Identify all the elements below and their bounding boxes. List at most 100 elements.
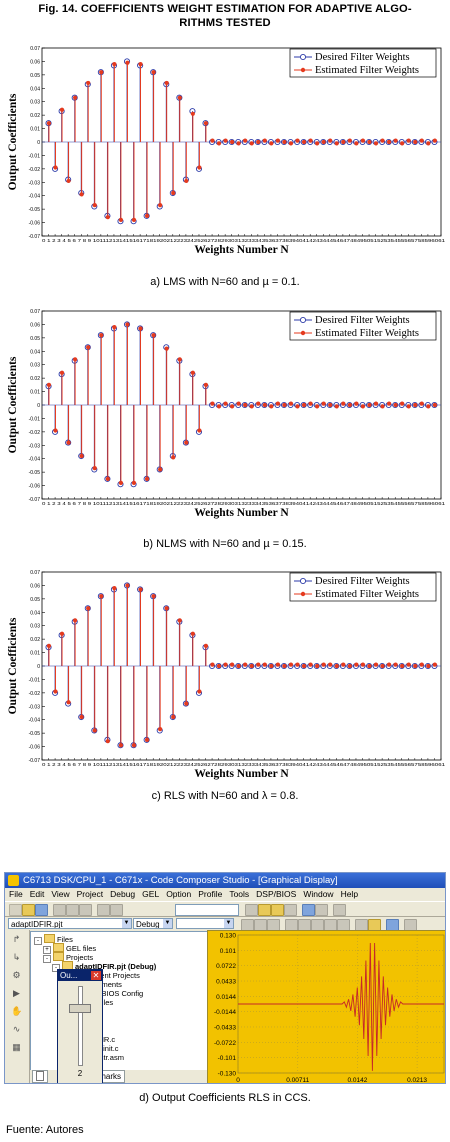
menu-item-project[interactable]: Project bbox=[76, 889, 104, 899]
find-icon[interactable] bbox=[245, 904, 258, 916]
bookmark-next-icon[interactable] bbox=[284, 904, 297, 916]
estimated-marker bbox=[308, 138, 313, 143]
arrow-icon[interactable]: ↳ bbox=[12, 952, 21, 962]
find-next-icon[interactable] bbox=[258, 904, 271, 916]
open-folder-icon[interactable] bbox=[22, 904, 35, 916]
tab-files[interactable] bbox=[32, 1070, 48, 1083]
estimated-marker bbox=[223, 401, 228, 406]
collapse-icon[interactable]: - bbox=[43, 955, 51, 963]
y-tick-label: 0.03 bbox=[30, 100, 40, 106]
menu-item-gel[interactable]: GEL bbox=[142, 889, 160, 899]
figure-title: Fig. 14. COEFFICIENTS WEIGHT ESTIMATION … bbox=[0, 2, 450, 30]
build-combo[interactable]: ▼ bbox=[176, 918, 234, 929]
desired-marker bbox=[254, 138, 261, 146]
tree-item[interactable]: - adaptIDFIR.pjt (Debug) bbox=[52, 961, 156, 972]
popup-titlebar[interactable]: Ou... ✕ bbox=[58, 970, 102, 981]
desired-marker bbox=[267, 662, 274, 670]
toolbar-more-icon[interactable] bbox=[333, 904, 346, 916]
redo-icon[interactable] bbox=[110, 904, 123, 916]
run-icon[interactable]: ▶ bbox=[13, 988, 20, 998]
menu-item-view[interactable]: View bbox=[51, 889, 70, 899]
menu-item-tools[interactable]: Tools bbox=[229, 889, 250, 899]
slider-thumb[interactable] bbox=[69, 1004, 91, 1013]
desired-marker bbox=[411, 138, 418, 146]
config-combo-value: Debug bbox=[136, 920, 160, 929]
tree-item[interactable]: + GEL files bbox=[43, 943, 96, 954]
estimated-marker bbox=[79, 192, 84, 197]
collapse-icon[interactable]: - bbox=[52, 964, 60, 972]
hand-icon[interactable]: ✋ bbox=[11, 1006, 23, 1016]
cut-icon[interactable] bbox=[53, 904, 66, 916]
graph-y-tick-label: -0.130 bbox=[218, 1071, 237, 1078]
estimated-marker bbox=[249, 141, 254, 146]
help-icon[interactable] bbox=[315, 904, 328, 916]
chevron-down-icon[interactable]: ▼ bbox=[163, 919, 172, 928]
popup-title: Ou... bbox=[60, 971, 78, 980]
tree-item-label: Files bbox=[57, 935, 73, 944]
legend-desired-marker bbox=[299, 53, 307, 61]
tree-item[interactable]: - Projects bbox=[43, 952, 93, 963]
new-file-icon[interactable] bbox=[9, 904, 22, 916]
figure-title-line2: RITHMS TESTED bbox=[179, 17, 271, 29]
y-tick-label: -0.06 bbox=[29, 221, 41, 227]
estimated-marker bbox=[308, 662, 313, 667]
estimated-marker bbox=[144, 476, 150, 481]
folder-icon bbox=[53, 952, 64, 961]
undo-icon[interactable] bbox=[97, 904, 110, 916]
chevron-down-icon[interactable]: ▼ bbox=[224, 919, 233, 928]
save-icon[interactable] bbox=[35, 904, 48, 916]
bookmark-icon[interactable] bbox=[271, 904, 284, 916]
desired-marker bbox=[365, 138, 373, 146]
close-icon[interactable]: ✕ bbox=[91, 971, 101, 980]
y-tick-label: 0 bbox=[37, 140, 40, 146]
expand-icon[interactable]: + bbox=[43, 946, 51, 954]
toggle-icon[interactable] bbox=[302, 904, 315, 916]
estimated-marker bbox=[413, 139, 418, 145]
paste-icon[interactable] bbox=[79, 904, 92, 916]
copy-icon[interactable] bbox=[66, 904, 79, 916]
estimated-marker bbox=[229, 139, 235, 145]
estimated-marker bbox=[288, 662, 294, 667]
y-tick-label: -0.04 bbox=[29, 457, 41, 463]
estimated-marker bbox=[158, 467, 163, 472]
y-axis-label: Output Coefficients bbox=[7, 617, 19, 714]
legend-box bbox=[289, 572, 437, 602]
collapse-icon[interactable]: - bbox=[34, 937, 42, 945]
y-tick-label: -0.06 bbox=[29, 484, 41, 490]
menu-item-edit[interactable]: Edit bbox=[29, 889, 45, 899]
estimated-marker bbox=[229, 404, 235, 409]
output-popup[interactable]: Ou... ✕ 2 bbox=[57, 969, 103, 1083]
menu-item-window[interactable]: Window bbox=[303, 889, 334, 899]
chip-icon[interactable]: ▦ bbox=[12, 1042, 21, 1052]
y-tick-label: 0 bbox=[37, 403, 40, 409]
config-combo[interactable]: Debug ▼ bbox=[133, 918, 173, 929]
estimated-marker bbox=[177, 357, 182, 362]
menu-item-help[interactable]: Help bbox=[340, 889, 359, 899]
slider-track[interactable] bbox=[78, 986, 83, 1066]
legend-estimated-marker bbox=[300, 591, 306, 597]
y-tick-label: -0.05 bbox=[29, 731, 41, 737]
menu-item-debug[interactable]: Debug bbox=[110, 889, 136, 899]
settings-icon[interactable]: ⚙ bbox=[12, 970, 21, 980]
tree-item[interactable]: - Files bbox=[34, 934, 73, 945]
arrow-icon[interactable]: ↱ bbox=[12, 934, 21, 944]
find-input[interactable] bbox=[175, 904, 239, 916]
popup-value: 2 bbox=[77, 1069, 83, 1078]
menu-item-profile[interactable]: Profile bbox=[198, 889, 223, 899]
wave-icon[interactable]: ∿ bbox=[12, 1024, 21, 1034]
caption-lms: a) LMS with N=60 and µ = 0.1. bbox=[150, 276, 300, 288]
chevron-down-icon[interactable]: ▼ bbox=[122, 919, 131, 928]
y-tick-label: 0 bbox=[37, 664, 40, 670]
menu-item-dsp-bios[interactable]: DSP/BIOS bbox=[256, 889, 297, 899]
estimated-marker bbox=[184, 178, 189, 184]
estimated-marker bbox=[229, 662, 235, 667]
menu-item-option[interactable]: Option bbox=[166, 889, 192, 899]
menu-item-file[interactable]: File bbox=[9, 889, 23, 899]
chart-panel-nlms: 0.07 0.06 0.05 0.04 0.03 0.02 0.01 0 -0.01 -0.02 -… bbox=[0, 305, 450, 522]
y-tick-label: 0.06 bbox=[30, 583, 40, 589]
ccs-titlebar[interactable]: C6713 DSK/CPU_1 - C671x - Code Composer … bbox=[5, 873, 445, 888]
estimated-marker bbox=[184, 440, 189, 445]
estimated-marker bbox=[373, 401, 379, 406]
project-combo[interactable]: adaptIDFIR.pjt ▼ bbox=[8, 918, 132, 929]
estimated-marker bbox=[413, 663, 418, 669]
